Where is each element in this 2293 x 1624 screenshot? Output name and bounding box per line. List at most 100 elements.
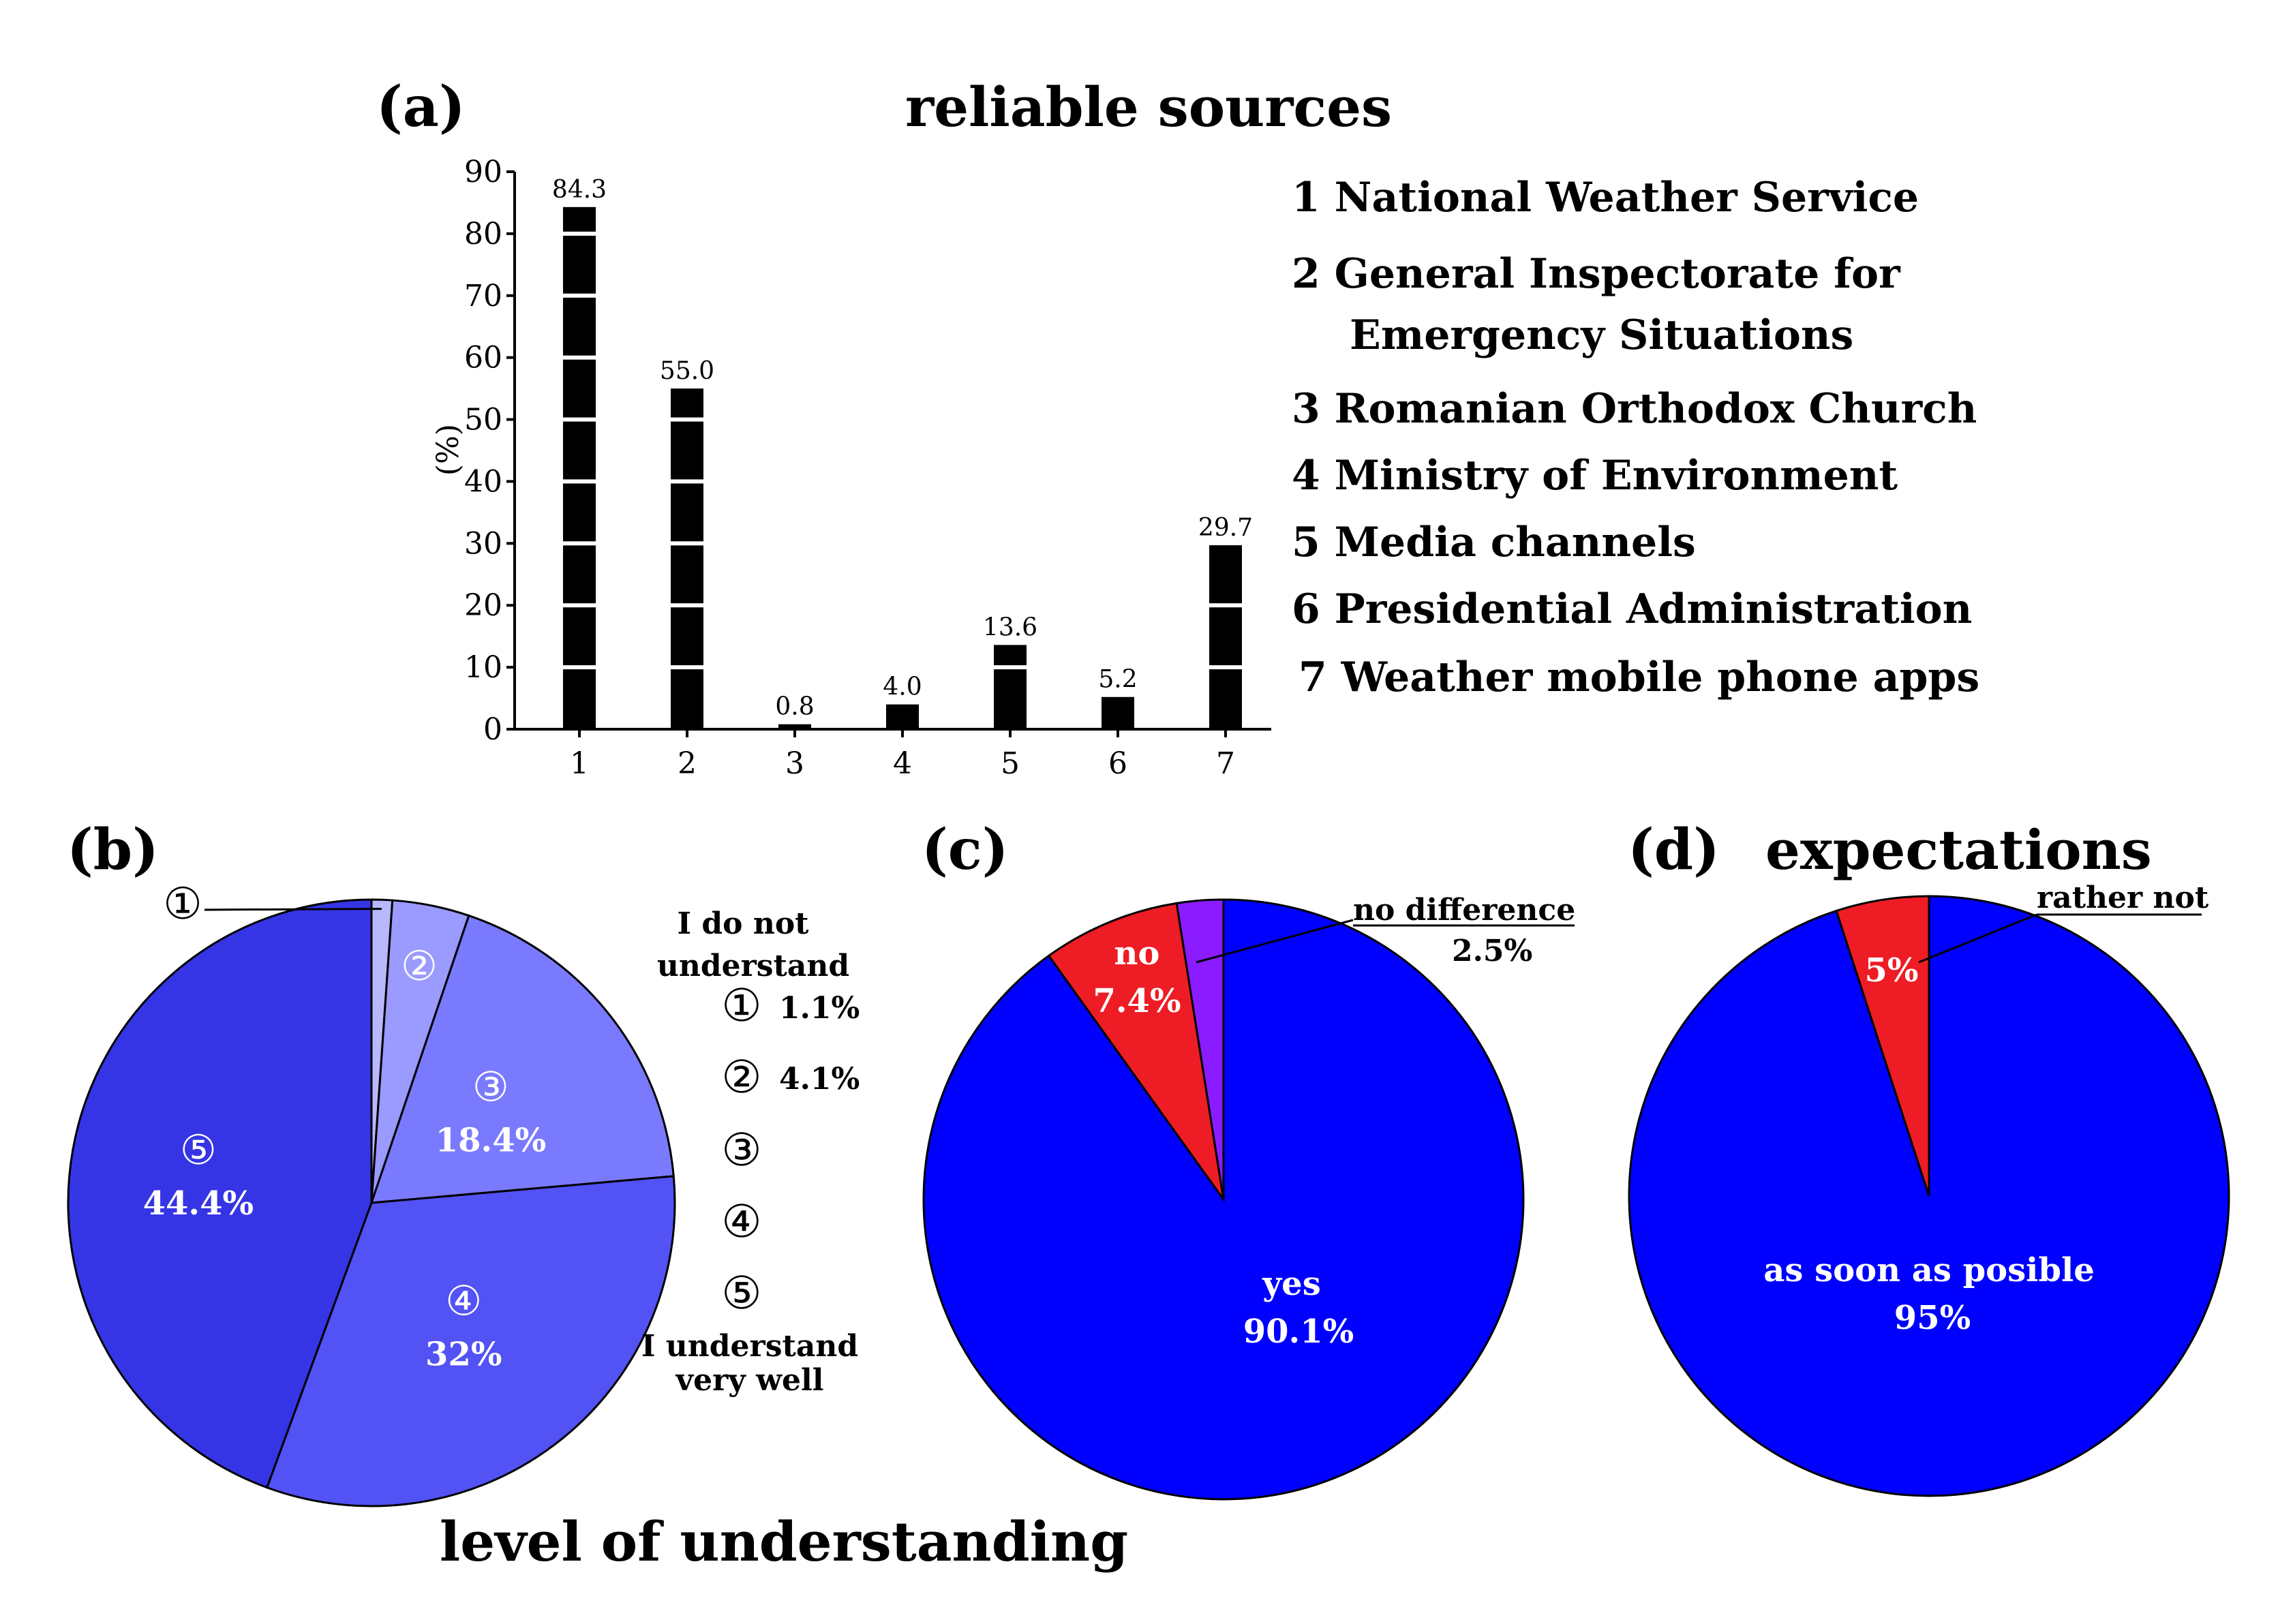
bar-gridline — [671, 541, 703, 546]
bar-value-label: 84.3 — [552, 176, 607, 204]
scale-top-line2: understand — [657, 949, 849, 983]
slice-label-as-soon-as-posible: as soon as posible — [1763, 1251, 2095, 1289]
slice-no-difference — [1175, 898, 1225, 1200]
bar-value-label: 29.7 — [1198, 514, 1253, 542]
x-ticks: 1 2 3 4 5 6 7 — [570, 729, 1235, 781]
pie-b — [67, 898, 676, 1507]
bar-value-label: 13.6 — [983, 613, 1037, 641]
x-tick-label: 5 — [1001, 746, 1020, 781]
bar-gridline — [563, 603, 596, 608]
slice-4-value: 32% — [425, 1336, 502, 1374]
panel-b-label: (b) — [67, 817, 159, 883]
x-tick-label: 7 — [1216, 746, 1235, 781]
y-tick-label: 60 — [464, 341, 502, 376]
slice-3 — [369, 914, 675, 1204]
pie-c-labels: no 7.4% yes 90.1% no difference 2.5% — [1093, 893, 1575, 1351]
bar-value-label: 0.8 — [775, 693, 814, 721]
slice-value-as-soon-as-posible: 95% — [1894, 1299, 1971, 1337]
pie-d — [1628, 895, 2230, 1497]
slice-label-no: no — [1114, 934, 1160, 972]
y-tick-label: 20 — [464, 588, 502, 623]
pie-d-title: expectations — [1765, 818, 2152, 882]
bar-gridline — [563, 541, 596, 546]
scale-marker-2: ② — [721, 1051, 761, 1103]
bar-chart-title: reliable sources — [905, 75, 1392, 139]
y-tick-label: 10 — [464, 650, 502, 685]
legend-item-6: 6 Presidential Administration — [1292, 585, 1972, 633]
x-tick-label: 1 — [570, 746, 589, 781]
slice-label-no-difference: no difference — [1353, 893, 1575, 928]
scale-marker-5: ⑤ — [721, 1267, 761, 1319]
slice-no — [1047, 902, 1225, 1200]
bar-value-label: 55.0 — [660, 357, 714, 385]
bar-7 — [1209, 545, 1242, 729]
bar-gridline — [994, 665, 1027, 670]
bar-value-label: 4.0 — [883, 673, 922, 701]
scale-bottom-line1: I understand — [641, 1329, 858, 1364]
panel-d-label: (d) — [1628, 817, 1720, 883]
bar-value-label: 5.2 — [1098, 666, 1137, 694]
y-tick-label: 70 — [464, 279, 502, 313]
slice-1-leader — [204, 908, 382, 911]
legend-item-7: 7 Weather mobile phone apps — [1299, 654, 1979, 701]
slice-rather-not — [1835, 895, 1930, 1197]
panel-c-label: (c) — [922, 817, 1009, 883]
bars: 84.3 55.0 0.8 4.0 13.6 5.2 29.7 — [552, 176, 1253, 730]
pie-d-labels: 5% as soon as posible 95% rather not — [1763, 880, 2209, 1337]
slice-label-yes: yes — [1262, 1265, 1320, 1303]
legend-item-4: 4 Ministry of Environment — [1292, 452, 1898, 500]
bar-2 — [671, 388, 703, 729]
y-axis-label: (%) — [431, 424, 466, 476]
bar-3 — [778, 724, 811, 729]
legend-item-2-cont: Emergency Situations — [1350, 311, 1853, 359]
y-ticks: 0 10 20 30 40 50 60 70 80 90 — [464, 155, 515, 747]
legend-item-1: 1 National Weather Service — [1292, 174, 1919, 221]
x-tick-label: 6 — [1108, 746, 1127, 781]
bar-gridline — [671, 479, 703, 484]
bar-5 — [994, 645, 1027, 729]
panel-a-label: (a) — [376, 74, 466, 140]
y-tick-label: 0 — [483, 712, 502, 747]
bar-gridline — [1209, 665, 1242, 670]
bar-4 — [886, 704, 919, 729]
legend-item-5: 5 Media channels — [1292, 519, 1696, 566]
scale-top-line1: I do not — [678, 906, 810, 941]
x-tick-label: 3 — [785, 746, 804, 781]
bar-gridline — [1209, 603, 1242, 608]
slice-4-marker: ④ — [445, 1278, 482, 1326]
slice-value-no-difference: 2.5% — [1452, 934, 1532, 968]
slice-5-marker: ⑤ — [180, 1127, 217, 1174]
y-tick-label: 30 — [464, 526, 502, 561]
bar-gridline — [563, 355, 596, 360]
slice-5-value: 44.4% — [143, 1184, 254, 1223]
x-tick-label: 4 — [893, 746, 912, 781]
bar-gridline — [563, 293, 596, 298]
bar-gridline — [563, 231, 596, 236]
bar-1 — [563, 206, 596, 730]
y-tick-label: 50 — [464, 403, 502, 438]
scale-marker-4: ④ — [721, 1195, 761, 1248]
slice-5 — [67, 898, 373, 1489]
legend-item-3: 3 Romanian Orthodox Church — [1292, 385, 1977, 433]
slice-3-value: 18.4% — [436, 1122, 547, 1160]
bar-6 — [1102, 696, 1134, 729]
bar-gridline — [563, 479, 596, 484]
slice-3-marker: ③ — [472, 1064, 509, 1112]
pie-b-labels: ② ③ 18.4% ④ 32% ⑤ 44.4% ① — [143, 879, 547, 1374]
slice-4 — [265, 1175, 676, 1507]
slice-1-marker: ① — [163, 879, 202, 930]
slice-value-yes: 90.1% — [1243, 1313, 1354, 1351]
scale-marker-3: ③ — [721, 1124, 761, 1176]
rather-not-leader — [1918, 913, 2037, 964]
scale-marker-1: ① — [721, 979, 761, 1032]
y-tick-label: 90 — [464, 155, 502, 189]
scale-value-1: 1.1% — [779, 991, 860, 1026]
scale-bottom-line2: very well — [675, 1363, 824, 1398]
bar-gridline — [671, 417, 703, 422]
understanding-scale: I do not understand I understand very we… — [641, 906, 860, 1398]
slice-2-marker: ② — [401, 943, 438, 990]
slice-value-no: 7.4% — [1093, 982, 1181, 1020]
slice-label-rather-not: rather not — [2037, 880, 2209, 915]
